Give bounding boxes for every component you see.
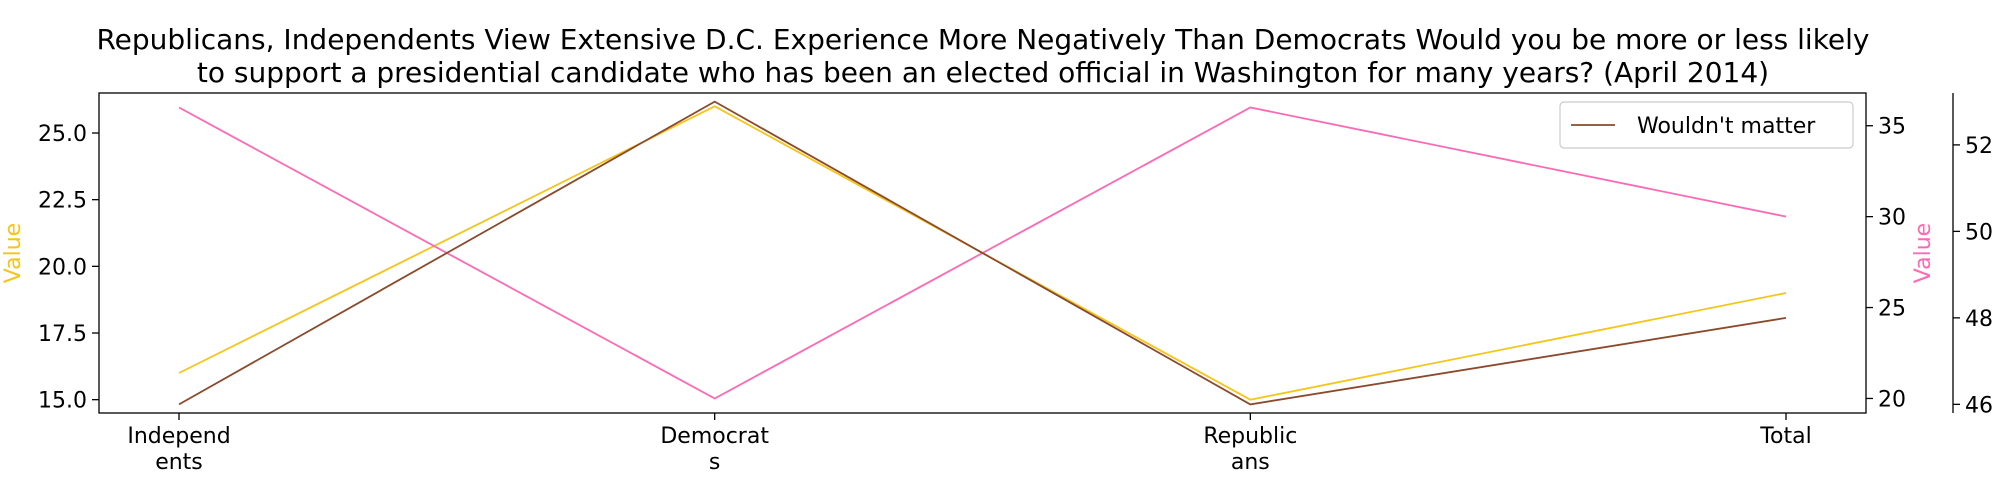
x-tick-label-line: ents xyxy=(155,450,203,475)
right-y-axis-2: 46 48 50 52 xyxy=(1953,93,1993,418)
legend-label: Wouldn't matter xyxy=(1637,114,1816,139)
series-lines xyxy=(179,102,1786,405)
right-y2-tick-label: 46 xyxy=(1965,393,1993,418)
left-y-tick-label: 22.5 xyxy=(38,189,87,214)
right-y2-tick-label: 52 xyxy=(1965,134,1993,159)
left-y-tick-label: 20.0 xyxy=(38,255,87,280)
x-tick-label-line: s xyxy=(709,450,720,475)
x-tick-label-line: Republic xyxy=(1203,424,1297,449)
x-tick-label-line: Total xyxy=(1759,424,1811,449)
right-y2-tick-label: 48 xyxy=(1965,307,1993,332)
left-y-axis-label: Value xyxy=(1,223,26,283)
left-y-tick-label: 15.0 xyxy=(38,389,87,414)
right-y-axis-1: 20 25 30 35 Value xyxy=(1866,115,1936,413)
right-y-tick-label: 35 xyxy=(1878,115,1906,140)
legend: Wouldn't matter xyxy=(1560,102,1853,148)
chart-title-line: to support a presidential candidate who … xyxy=(197,56,1769,89)
left-y-axis: 15.0 17.5 20.0 22.5 25.0 Value xyxy=(1,122,99,414)
x-tick-label-line: Independ xyxy=(127,424,230,449)
right-y2-tick-label: 50 xyxy=(1965,220,1993,245)
left-y-tick-label: 25.0 xyxy=(38,122,87,147)
right-y-axis-label: Value xyxy=(1911,223,1936,283)
x-tick-label: Total xyxy=(1759,424,1811,449)
left-y-tick-label: 17.5 xyxy=(38,322,87,347)
right-y-tick-label: 30 xyxy=(1878,206,1906,231)
chart-title-line: Republicans, Independents View Extensive… xyxy=(96,23,1869,56)
x-tick-label-line: Democrat xyxy=(660,424,769,449)
right-y-tick-label: 20 xyxy=(1878,387,1906,412)
x-tick-label-line: ans xyxy=(1231,450,1270,475)
right-y-tick-label: 25 xyxy=(1878,297,1906,322)
chart-title: Republicans, Independents View Extensive… xyxy=(96,23,1869,89)
